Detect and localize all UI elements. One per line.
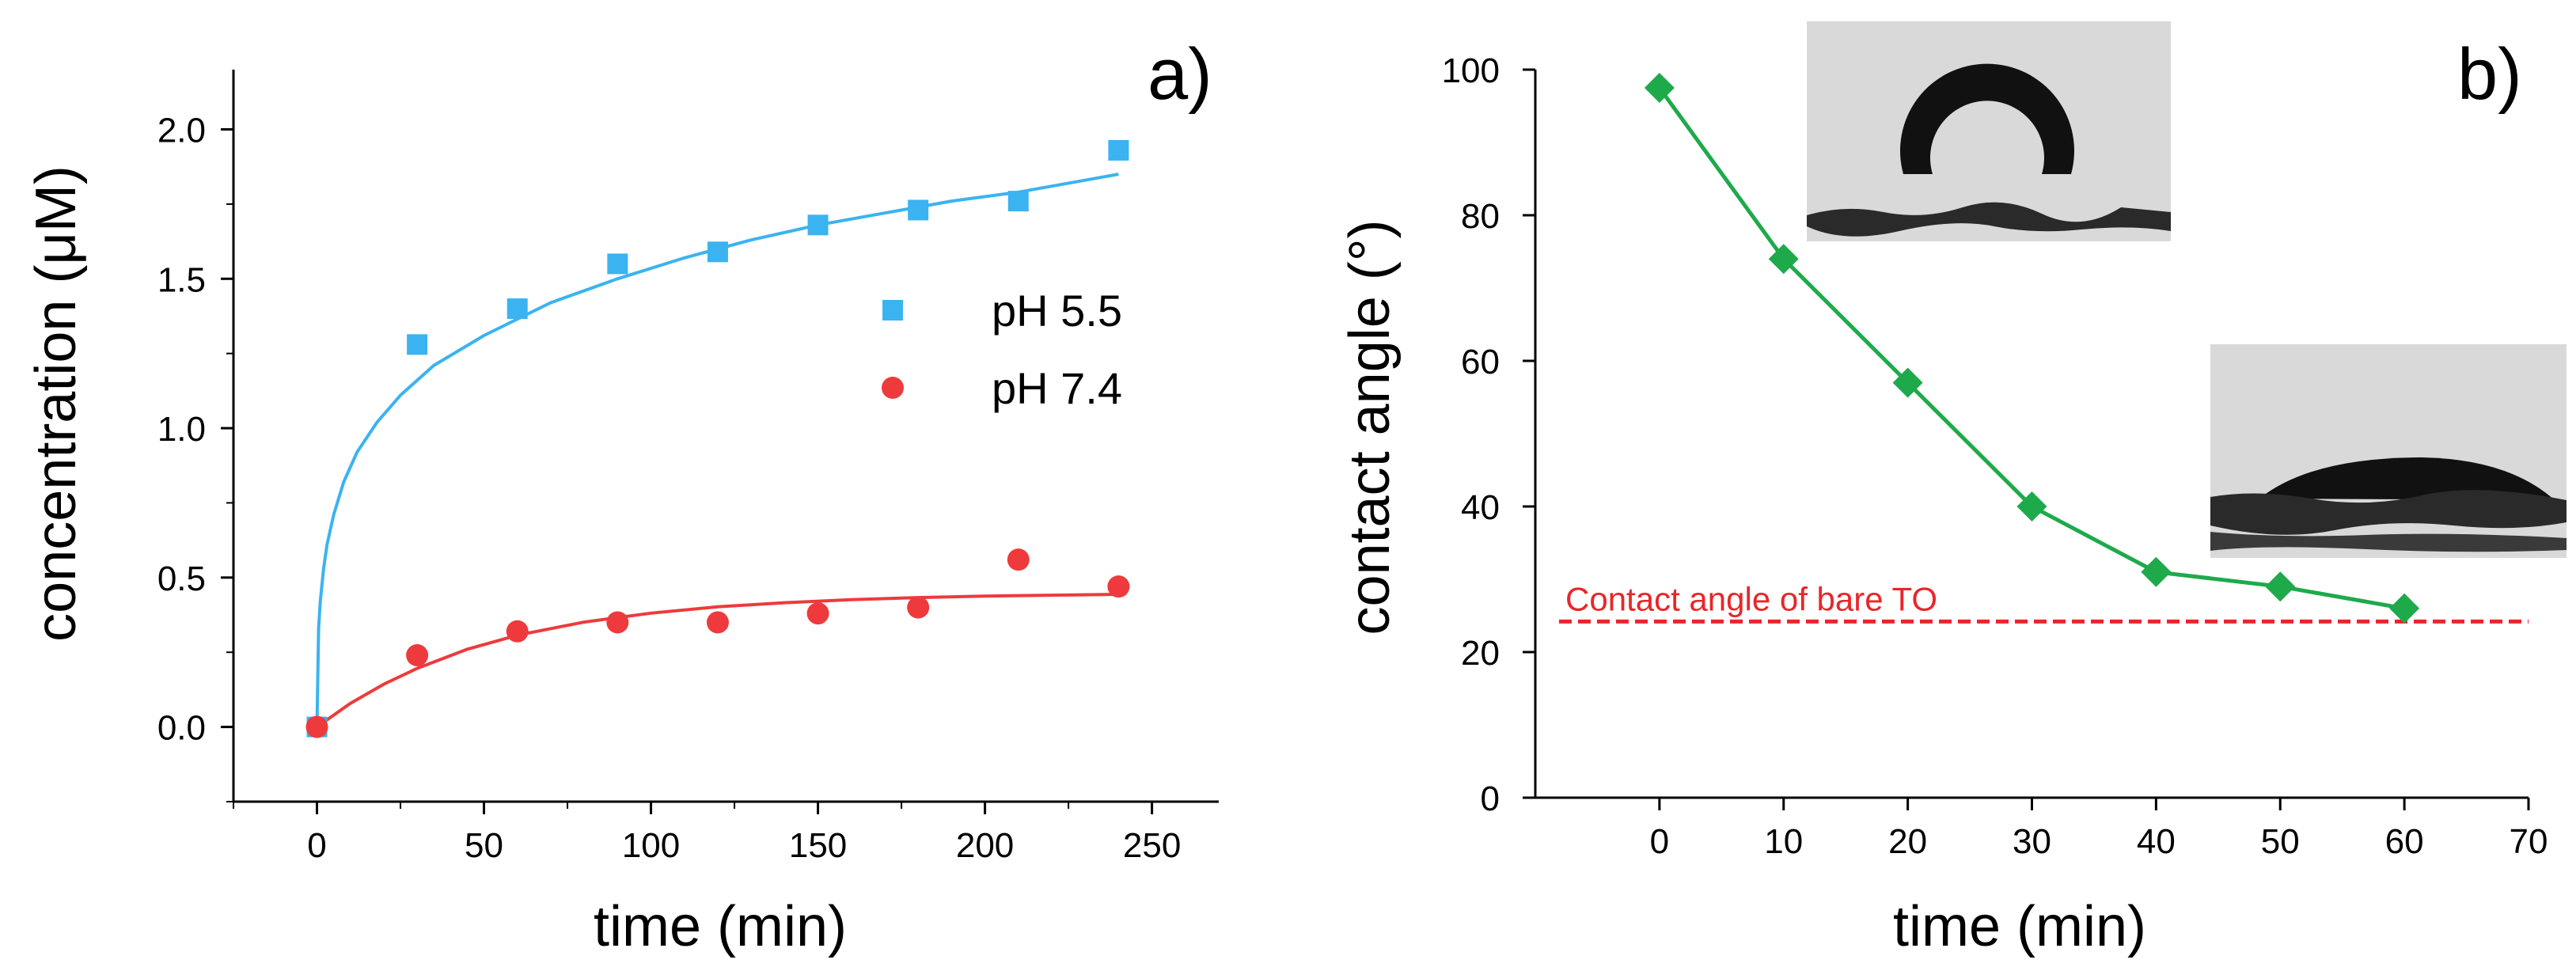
data-point	[1892, 367, 1923, 398]
y-tick-label: 2.0	[157, 112, 206, 150]
panel-b-contact-angle-chart: Contact angle of bare TO 0 10 20 30 40 50 60 70…	[1338, 21, 2567, 958]
panel-a-release-chart: 0 50 100 150 200 250 0.0 0.5 1.0 1.5 2.0 a) time (…	[25, 34, 1219, 958]
data-point	[2265, 571, 2296, 602]
x-tick-label: 150	[789, 826, 847, 865]
data-point	[2016, 491, 2047, 522]
y-tick-label: 40	[1461, 488, 1500, 527]
data-point-ph55	[807, 214, 829, 236]
data-point-ph74	[806, 602, 829, 625]
ticks: 0 50 100 150 200 250 0.0 0.5 1.0 1.5 2.0	[157, 112, 1181, 865]
x-tick-label: 200	[956, 826, 1014, 865]
legend-label-ph74: pH 7.4	[992, 363, 1122, 413]
data-point-ph55	[707, 241, 728, 263]
data-points	[305, 139, 1130, 738]
legend: pH 5.5 pH 7.4	[882, 286, 1122, 413]
panel-label-b: b)	[2457, 34, 2522, 115]
axes	[232, 70, 1219, 803]
inset-photo-high-angle	[1807, 21, 2171, 241]
panel-label-a: a)	[1148, 34, 1212, 115]
x-tick-label: 250	[1123, 826, 1181, 865]
x-tick-label: 10	[1764, 822, 1803, 861]
x-tick-label: 100	[622, 826, 680, 865]
data-point	[1644, 73, 1675, 103]
y-tick-label: 100	[1442, 51, 1500, 90]
data-point-ph55	[607, 253, 628, 275]
data-point	[1768, 244, 1799, 275]
y-tick-label: 0.5	[157, 559, 206, 598]
y-axis-title: contact angle (°)	[1338, 219, 1402, 635]
y-tick-label: 20	[1461, 634, 1500, 673]
data-point-ph55	[908, 199, 929, 221]
data-point-ph74	[1107, 575, 1130, 598]
y-tick-label: 0.0	[157, 709, 206, 748]
x-tick-label: 50	[465, 826, 503, 865]
x-tick-label: 30	[2013, 822, 2051, 861]
data-point-ph74	[907, 596, 930, 619]
y-tick-label: 60	[1461, 343, 1500, 381]
data-series	[1644, 73, 2420, 624]
data-point-ph55	[1007, 191, 1029, 212]
data-point	[2389, 593, 2420, 624]
x-axis-title: time (min)	[1893, 895, 2146, 958]
x-tick-label: 60	[2385, 822, 2424, 861]
fit-curve-ph74	[316, 593, 1119, 729]
data-point-ph55	[407, 334, 428, 355]
x-tick-label: 70	[2510, 822, 2548, 861]
x-tick-label: 40	[2137, 822, 2176, 861]
y-tick-label: 1.5	[157, 260, 206, 299]
data-point-ph74	[706, 611, 729, 634]
reference-line-group: Contact angle of bare TO	[1559, 580, 2529, 624]
legend-marker-ph74	[882, 377, 904, 399]
x-tick-label: 0	[1650, 822, 1669, 861]
data-point-ph74	[305, 715, 328, 738]
data-point-ph74	[1007, 548, 1030, 571]
legend-marker-ph55	[882, 300, 903, 321]
data-point	[2141, 556, 2172, 587]
x-tick-label: 0	[307, 826, 326, 865]
ticks: 0 10 20 30 40 50 60 70 0 20 40 60 80 100	[1442, 51, 2548, 861]
inset-photo-low-angle	[2210, 344, 2567, 558]
legend-label-ph55: pH 5.5	[992, 286, 1122, 336]
data-point-ph55	[1108, 139, 1129, 161]
y-tick-label: 1.0	[157, 410, 206, 449]
data-point-ph74	[506, 620, 529, 643]
y-axis-title: concentration (μM)	[25, 165, 88, 642]
reference-line-label: Contact angle of bare TO	[1565, 580, 1937, 617]
x-tick-label: 50	[2261, 822, 2300, 861]
y-tick-label: 0	[1481, 779, 1500, 818]
x-tick-label: 20	[1888, 822, 1927, 861]
x-axis-title: time (min)	[594, 895, 847, 958]
data-point-ph55	[506, 298, 528, 320]
data-point-ph74	[606, 611, 629, 634]
data-point-ph74	[406, 644, 429, 666]
y-tick-label: 80	[1461, 197, 1500, 236]
